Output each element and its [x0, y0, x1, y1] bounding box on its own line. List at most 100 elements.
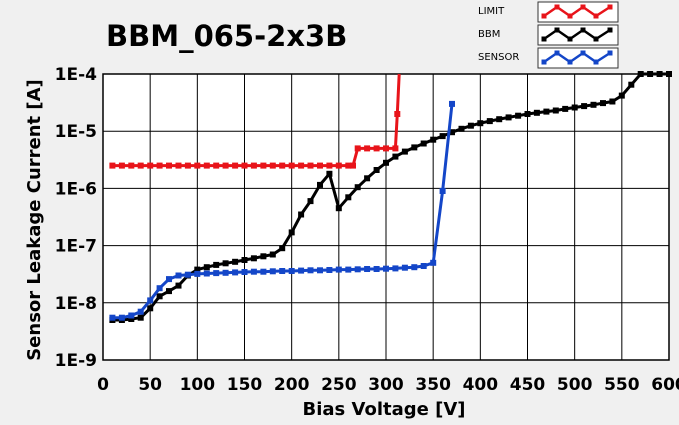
- data-point: [411, 264, 418, 271]
- data-point: [298, 267, 305, 274]
- data-point: [401, 148, 408, 155]
- data-point: [250, 268, 257, 275]
- legend-swatch-marker: [580, 27, 586, 33]
- data-point: [449, 100, 455, 107]
- data-point: [232, 258, 239, 265]
- data-point: [166, 276, 172, 283]
- data-point: [364, 145, 371, 152]
- data-point: [439, 133, 446, 140]
- data-point: [350, 162, 356, 169]
- data-point: [345, 266, 352, 273]
- data-point: [213, 270, 220, 277]
- x-tick-label: 400: [463, 375, 499, 395]
- data-point: [269, 162, 276, 169]
- data-point: [571, 104, 578, 111]
- data-point: [213, 162, 220, 169]
- plot-border: [102, 73, 670, 361]
- y-tick-label: 1E-7: [55, 237, 97, 257]
- data-point: [496, 116, 503, 123]
- legend-swatch-marker: [541, 59, 547, 65]
- x-axis-label: Bias Voltage [V]: [303, 399, 466, 420]
- data-point: [118, 314, 125, 321]
- data-point: [354, 266, 361, 273]
- x-tick-label: 350: [415, 375, 451, 395]
- data-point: [392, 145, 399, 152]
- data-point: [609, 98, 616, 105]
- data-point: [175, 162, 182, 169]
- data-point: [317, 162, 323, 169]
- data-point: [345, 194, 352, 201]
- data-point: [524, 111, 531, 117]
- data-point: [175, 282, 182, 289]
- legend-swatch-marker: [541, 36, 547, 42]
- x-tick-label: 150: [227, 375, 263, 395]
- data-point: [467, 122, 474, 129]
- legend-label-bbm: BBM: [478, 29, 500, 40]
- data-point: [260, 268, 267, 275]
- y-tick-label: 1E-5: [55, 122, 97, 142]
- legend-swatch-marker: [580, 4, 586, 10]
- data-point: [430, 259, 437, 266]
- data-point: [232, 269, 239, 276]
- data-point: [449, 129, 455, 136]
- data-point: [317, 267, 323, 274]
- data-point: [250, 255, 257, 262]
- legend-swatch-marker: [607, 27, 613, 33]
- data-point: [458, 125, 465, 132]
- data-point: [383, 265, 389, 272]
- data-point: [326, 267, 333, 273]
- x-tick-label: 300: [368, 375, 404, 395]
- data-point: [128, 162, 135, 169]
- legend-swatch-marker: [554, 50, 560, 56]
- data-point: [364, 266, 371, 272]
- data-point: [505, 114, 512, 121]
- data-point: [420, 140, 427, 147]
- data-point: [128, 316, 135, 322]
- x-tick-label: 50: [138, 375, 162, 395]
- legend-swatch-marker: [593, 13, 599, 19]
- data-point: [392, 153, 399, 160]
- x-tick-label: 100: [180, 375, 216, 395]
- data-point: [184, 271, 191, 278]
- legend: LIMIT BBM SENSOR: [470, 0, 620, 70]
- x-tick-label: 500: [557, 375, 593, 395]
- series-limit: [109, 73, 401, 169]
- data-point: [373, 167, 380, 173]
- data-point: [166, 162, 172, 169]
- data-point: [392, 265, 399, 272]
- data-point: [288, 162, 295, 169]
- data-point: [109, 162, 116, 169]
- legend-swatch-marker: [541, 13, 547, 19]
- data-point: [307, 267, 314, 274]
- data-point: [656, 71, 663, 77]
- data-point: [317, 181, 323, 188]
- data-point: [288, 229, 295, 236]
- legend-swatch-marker: [593, 36, 599, 42]
- x-tick-label: 600: [651, 375, 679, 395]
- data-point: [581, 103, 588, 110]
- data-point: [647, 71, 654, 77]
- data-point: [203, 162, 210, 169]
- data-point: [194, 266, 201, 273]
- data-point: [250, 162, 257, 169]
- data-point: [203, 270, 210, 277]
- y-tick-label: 1E-9: [55, 351, 97, 371]
- data-point: [118, 162, 125, 169]
- data-point: [166, 288, 172, 295]
- data-point: [326, 162, 333, 169]
- chart-title: BBM_065-2x3B: [106, 19, 347, 53]
- data-point: [147, 305, 154, 312]
- series-line-limit: [112, 73, 401, 168]
- data-point: [307, 162, 314, 169]
- data-point: [222, 260, 229, 267]
- data-point: [156, 293, 163, 300]
- x-tick-label: 200: [274, 375, 310, 395]
- data-point: [383, 159, 389, 166]
- legend-label-sensor: SENSOR: [478, 52, 519, 63]
- data-point: [354, 145, 361, 152]
- data-point: [194, 162, 201, 169]
- data-point: [269, 268, 276, 275]
- data-point: [137, 162, 144, 169]
- data-point: [260, 162, 267, 169]
- data-point: [401, 264, 408, 271]
